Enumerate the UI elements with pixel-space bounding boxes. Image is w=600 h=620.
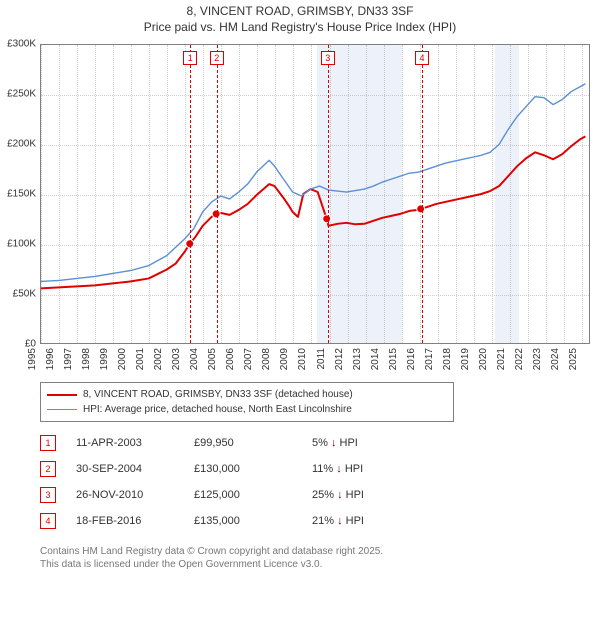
sale-delta: 21% ↓ HPI [312, 515, 422, 527]
event-marker: 2 [210, 51, 224, 65]
sale-delta: 11% ↓ HPI [312, 463, 422, 475]
sale-index-box: 3 [40, 487, 56, 503]
sales-table: 1 11-APR-2003 £99,950 5% ↓ HPI 2 30-SEP-2004 £… [40, 430, 560, 534]
sale-dot [417, 205, 425, 213]
legend: 8, VINCENT ROAD, GRIMSBY, DN33 3SF (deta… [40, 382, 454, 422]
chart-title: 8, VINCENT ROAD, GRIMSBY, DN33 3SF Price… [0, 0, 600, 35]
sale-index-box: 2 [40, 461, 56, 477]
event-line [422, 45, 423, 343]
event-marker: 4 [415, 51, 429, 65]
sale-dot [323, 215, 331, 223]
sale-index-box: 1 [40, 435, 56, 451]
legend-label: HPI: Average price, detached house, Nort… [83, 402, 352, 417]
sales-row: 4 18-FEB-2016 £135,000 21% ↓ HPI [40, 508, 560, 534]
footer-line-2: This data is licensed under the Open Gov… [40, 558, 580, 571]
chart-area: 1234 £0£50K£100K£150K£200K£250K£300K1995… [40, 44, 590, 374]
event-marker: 3 [321, 51, 335, 65]
title-line-2: Price paid vs. HM Land Registry's House … [0, 20, 600, 36]
series-line [41, 84, 585, 282]
sale-price: £130,000 [194, 463, 304, 475]
y-axis-label: £200K [7, 139, 36, 150]
down-arrow-icon: ↓ [336, 463, 342, 475]
legend-swatch [47, 409, 77, 410]
title-line-1: 8, VINCENT ROAD, GRIMSBY, DN33 3SF [0, 4, 600, 20]
sale-price: £125,000 [194, 489, 304, 501]
legend-label: 8, VINCENT ROAD, GRIMSBY, DN33 3SF (deta… [83, 387, 353, 402]
series-svg [41, 45, 589, 343]
series-line [41, 136, 585, 288]
sales-row: 2 30-SEP-2004 £130,000 11% ↓ HPI [40, 456, 560, 482]
down-arrow-icon: ↓ [337, 489, 343, 501]
sale-price: £135,000 [194, 515, 304, 527]
sale-date: 30-SEP-2004 [76, 463, 186, 475]
legend-item: 8, VINCENT ROAD, GRIMSBY, DN33 3SF (deta… [47, 387, 447, 402]
sale-date: 18-FEB-2016 [76, 515, 186, 527]
event-line [328, 45, 329, 343]
y-axis-label: £100K [7, 239, 36, 250]
sale-date: 11-APR-2003 [76, 437, 186, 449]
footer: Contains HM Land Registry data © Crown c… [40, 545, 580, 571]
x-axis-label: 2025 [568, 348, 594, 370]
sale-index-box: 4 [40, 513, 56, 529]
sale-delta: 25% ↓ HPI [312, 489, 422, 501]
plot-region: 12 3 4 [40, 44, 590, 344]
footer-line-1: Contains HM Land Registry data © Crown c… [40, 545, 580, 558]
event-line [217, 45, 218, 343]
legend-swatch [47, 394, 77, 396]
y-axis-label: £50K [13, 289, 36, 300]
y-axis-label: £150K [7, 189, 36, 200]
sales-row: 1 11-APR-2003 £99,950 5% ↓ HPI [40, 430, 560, 456]
event-line [190, 45, 191, 343]
down-arrow-icon: ↓ [337, 515, 343, 527]
sale-price: £99,950 [194, 437, 304, 449]
sale-date: 26-NOV-2010 [76, 489, 186, 501]
page: 8, VINCENT ROAD, GRIMSBY, DN33 3SF Price… [0, 0, 600, 620]
sale-delta: 5% ↓ HPI [312, 437, 422, 449]
y-axis-label: £300K [7, 39, 36, 50]
down-arrow-icon: ↓ [331, 437, 337, 449]
y-axis-label: £250K [7, 89, 36, 100]
sales-row: 3 26-NOV-2010 £125,000 25% ↓ HPI [40, 482, 560, 508]
legend-item: HPI: Average price, detached house, Nort… [47, 402, 447, 417]
event-marker: 1 [183, 51, 197, 65]
